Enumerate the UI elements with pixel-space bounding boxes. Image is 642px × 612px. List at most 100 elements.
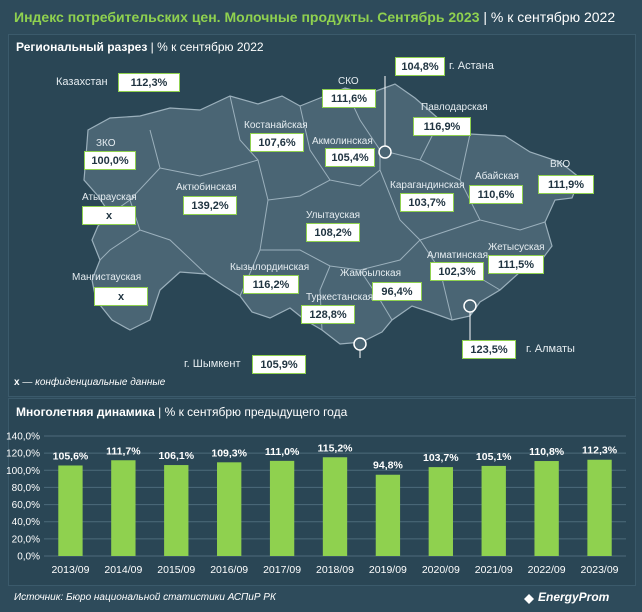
bar-data-label: 111,0% (265, 446, 300, 458)
region-label-zko: ЗКО (96, 138, 116, 149)
confidential-note: x — конфиденциальные данные (14, 377, 165, 388)
region-label-shymkent: г. Шымкент (184, 358, 241, 370)
region-label-almaty-city: г. Алматы (526, 343, 575, 355)
map-section-title: Региональный разрез | % к сентябрю 2022 (16, 40, 264, 54)
dynamics-title-unit: % к сентябрю предыдущего года (164, 405, 348, 419)
region-value-turkestan: 128,8% (301, 305, 355, 324)
region-label-kyzylorda: Кызылординская (230, 262, 310, 273)
region-label-astana: г. Астана (449, 60, 494, 72)
title-separator: | (483, 9, 488, 25)
region-value-almaty-region: 102,3% (430, 262, 484, 281)
region-label-abay: Абайская (475, 171, 519, 182)
bar-data-label: 103,7% (423, 452, 459, 464)
y-tick-label: 120,0% (6, 449, 40, 460)
x-tick-label: 2016/09 (210, 564, 248, 576)
source-note: Источник: Бюро национальной статистики А… (14, 592, 276, 603)
bar (269, 460, 295, 556)
bar-data-label: 105,6% (53, 450, 89, 462)
region-value-shymkent: 105,9% (252, 355, 306, 374)
bar-data-label: 115,2% (317, 442, 353, 454)
energyprom-logo-icon (524, 594, 534, 604)
region-value-almaty-city: 123,5% (462, 340, 516, 359)
bar (58, 465, 83, 556)
dynamics-bar-chart: 0,0% 20,0% 40,0% 60,0% 80,0% 100,0% 120,0% 140,… (6, 432, 626, 576)
bar-data-label: 106,1% (158, 450, 194, 462)
region-label-pavlodar: Павлодарская (421, 102, 488, 113)
x-tick-label: 2013/09 (51, 564, 89, 576)
almaty-marker (463, 299, 477, 313)
region-label-zhetysu: Жетысуская (488, 242, 545, 253)
bar (164, 465, 189, 556)
page-title: Индекс потребительских цен. Молочные про… (14, 9, 615, 25)
note-text: — конфиденциальные данные (19, 377, 166, 388)
header: Индекс потребительских цен. Молочные про… (0, 0, 642, 34)
bar (111, 460, 136, 556)
y-tick-label: 140,0% (6, 432, 40, 443)
region-label-turkestan: Туркестанская (306, 292, 374, 303)
x-tick-label: 2017/09 (263, 564, 301, 576)
region-label-zhambyl: Жамбылская (340, 268, 401, 279)
bar-data-label: 112,3% (582, 445, 618, 457)
region-label-almaty-region: Алматинская (427, 250, 488, 261)
kazakhstan-label: Казахстан (56, 76, 108, 88)
bar-data-label: 94,8% (373, 460, 403, 472)
y-tick-label: 80,0% (12, 483, 40, 494)
dynamics-title-text: Многолетняя динамика (16, 405, 155, 419)
y-tick-label: 40,0% (12, 517, 40, 528)
dynamics-title-sep: | (158, 405, 162, 419)
region-value-zko: 100,0% (84, 151, 136, 170)
bar (534, 461, 559, 556)
bar (322, 457, 348, 556)
shymkent-marker (353, 337, 367, 351)
bar (428, 467, 453, 556)
y-tick-label: 100,0% (6, 466, 40, 477)
region-value-mangistau: x (94, 287, 148, 306)
dynamics-section-title: Многолетняя динамика | % к сентябрю пред… (16, 405, 347, 419)
bar-data-label: 111,7% (106, 445, 141, 457)
astana-marker (378, 145, 392, 159)
footer (0, 586, 642, 612)
region-value-sko: 111,6% (322, 89, 376, 108)
x-tick-label: 2018/09 (316, 564, 354, 576)
x-tick-label: 2020/09 (422, 564, 460, 576)
x-tick-label: 2014/09 (104, 564, 142, 576)
x-tick-label: 2021/09 (475, 564, 513, 576)
map-title-text: Региональный разрез (16, 40, 148, 54)
bar-data-label: 109,3% (211, 447, 247, 459)
bar-data-label: 105,1% (476, 451, 512, 463)
region-label-aktobe: Актюбинская (176, 182, 237, 193)
region-value-kyzylorda: 116,2% (243, 275, 299, 294)
note-symbol: x (14, 377, 20, 388)
energyprom-logo: EnergyProm (538, 590, 610, 604)
map-title-sep: | (150, 40, 154, 54)
region-value-kostanay: 107,6% (250, 133, 304, 152)
x-tick-label: 2019/09 (369, 564, 407, 576)
region-label-akmola: Акмолинская (312, 136, 373, 147)
y-tick-label: 60,0% (12, 500, 40, 511)
bar (375, 474, 401, 556)
region-value-vko: 111,9% (538, 175, 594, 194)
region-value-zhetysu: 111,5% (488, 255, 544, 274)
x-tick-label: 2023/09 (581, 564, 619, 576)
region-label-sko: СКО (338, 76, 359, 87)
region-label-mangistau: Мангистауская (72, 272, 142, 283)
y-tick-label: 0,0% (17, 552, 40, 563)
x-tick-label: 2022/09 (528, 564, 566, 576)
region-label-atyrau: Атырауская (82, 192, 137, 203)
region-value-ulytau: 108,2% (306, 223, 360, 242)
region-value-atyrau: x (82, 206, 136, 225)
bar-data-label: 110,8% (529, 446, 565, 458)
region-value-abay: 110,6% (469, 185, 523, 204)
region-value-pavlodar: 116,9% (413, 117, 471, 136)
title-unit: % к сентябрю 2022 (490, 9, 616, 25)
region-label-vko: ВКО (550, 159, 571, 170)
region-value-astana: 104,8% (395, 57, 445, 76)
region-value-zhambyl: 96,4% (372, 282, 422, 301)
bar (587, 459, 612, 556)
title-main: Индекс потребительских цен. Молочные про… (14, 9, 480, 25)
region-value-aktobe: 139,2% (183, 196, 237, 215)
region-label-ulytau: Улытауская (306, 210, 361, 221)
bar (217, 462, 242, 556)
region-value-karaganda: 103,7% (400, 193, 454, 212)
region-label-karaganda: Карагандинская (390, 180, 465, 191)
